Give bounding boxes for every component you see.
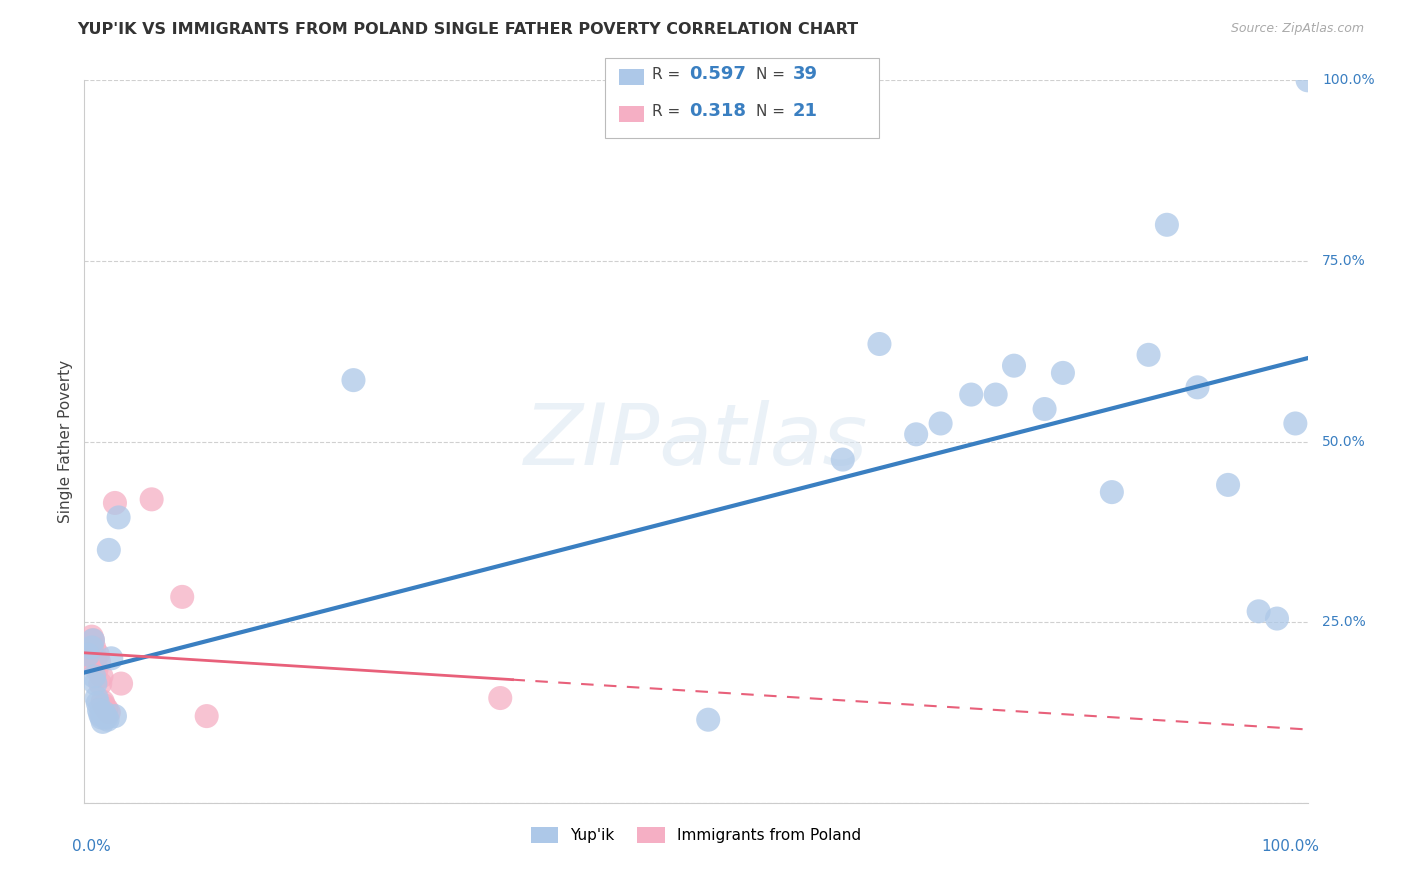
Point [82,633,104,648]
Text: 21: 21 [793,103,818,120]
Point [929,417,952,431]
Point [77,648,100,662]
Point [1265,611,1288,625]
Text: Source: ZipAtlas.com: Source: ZipAtlas.com [1230,22,1364,36]
Point [83,640,105,655]
Point [91,714,114,729]
Point [86,662,108,676]
Point [110,676,132,690]
Point [86,691,108,706]
Point [1156,218,1178,232]
Point [80,640,103,655]
Point [97,713,120,727]
Point [90,710,112,724]
Point [89,676,111,690]
Point [87,655,110,669]
Point [82,633,104,648]
Point [1052,366,1074,380]
Text: 50.0%: 50.0% [1322,434,1367,449]
Point [96,710,118,724]
Point [831,452,853,467]
Legend: Yup'ik, Immigrants from Poland: Yup'ik, Immigrants from Poland [524,821,868,849]
Point [104,496,127,510]
Text: N =: N = [756,104,790,119]
Point [87,696,110,710]
Point [79,655,101,669]
Point [94,709,117,723]
Text: 0.597: 0.597 [689,65,745,83]
Point [100,651,122,665]
Text: R =: R = [652,104,686,119]
Point [87,648,110,662]
Point [141,492,163,507]
Text: 39: 39 [793,65,818,83]
Y-axis label: Single Father Poverty: Single Father Poverty [58,360,73,523]
Point [905,427,928,442]
Text: YUP'IK VS IMMIGRANTS FROM POLAND SINGLE FATHER POVERTY CORRELATION CHART: YUP'IK VS IMMIGRANTS FROM POLAND SINGLE … [77,22,859,37]
Text: 100.0%: 100.0% [1261,838,1320,854]
Point [93,698,115,713]
Point [1284,417,1306,431]
Point [96,702,118,716]
Text: 75.0%: 75.0% [1322,254,1367,268]
Point [107,510,129,524]
Point [1187,380,1209,394]
Point [83,669,105,683]
Point [84,676,107,690]
Point [1296,73,1319,87]
Point [87,703,110,717]
Point [960,387,983,401]
Point [104,709,127,723]
Point [1247,604,1270,618]
Text: N =: N = [756,67,790,81]
Point [1216,478,1239,492]
Point [489,691,512,706]
Point [97,706,120,720]
Point [195,709,218,723]
Text: ZIPatlas: ZIPatlas [524,400,868,483]
Text: 100.0%: 100.0% [1322,73,1375,87]
Point [1137,348,1160,362]
Point [77,648,100,662]
Point [97,542,120,557]
Text: 0.0%: 0.0% [72,838,111,854]
Point [80,630,103,644]
Point [1002,359,1025,373]
Point [1033,402,1056,417]
Point [869,337,891,351]
Point [89,707,111,722]
Point [1101,485,1123,500]
Point [93,706,115,720]
Point [984,387,1007,401]
Point [697,713,720,727]
Text: 25.0%: 25.0% [1322,615,1367,629]
Point [84,651,107,665]
Point [342,373,364,387]
Point [172,590,194,604]
Text: 0.318: 0.318 [689,103,747,120]
Text: R =: R = [652,67,686,81]
Point [91,695,114,709]
Point [90,669,112,683]
